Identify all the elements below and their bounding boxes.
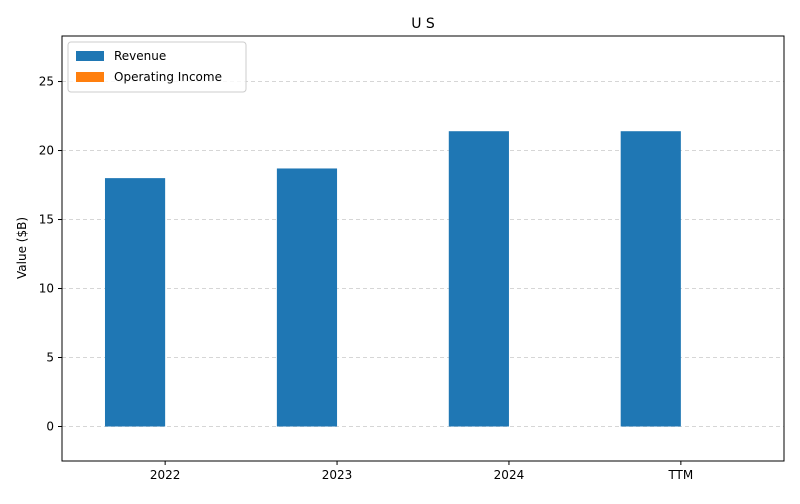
x-tick-label: 2023	[322, 468, 353, 482]
x-tick-label: TTM	[667, 468, 693, 482]
y-tick-label: 15	[39, 213, 54, 227]
plot-frame	[61, 35, 785, 462]
y-tick-label: 25	[39, 75, 54, 89]
x-tick-label: 2024	[494, 468, 525, 482]
y-tick-label: 10	[39, 282, 54, 296]
y-axis-label: Value ($B)	[15, 217, 29, 279]
y-axis-ticks: 0 5 10 15 20 25	[39, 75, 62, 434]
legend-box	[67, 41, 247, 93]
chart-title: U S	[411, 16, 435, 32]
x-axis-ticks: 2022 2023 2024 TTM	[150, 461, 693, 482]
legend-swatch-operating-income	[76, 72, 104, 82]
bar-revenue	[104, 178, 166, 427]
x-tick-label: 2022	[150, 468, 181, 482]
legend-swatch-revenue	[76, 51, 104, 61]
y-tick-label: 5	[46, 351, 54, 365]
bar-revenue	[620, 131, 681, 427]
y-tick-label: 0	[46, 420, 54, 434]
bars	[104, 131, 681, 427]
legend: Revenue Operating Income	[67, 41, 247, 93]
legend-label-revenue: Revenue	[114, 49, 166, 63]
bar-revenue	[448, 131, 509, 427]
bar-revenue	[276, 168, 338, 427]
y-tick-label: 20	[39, 144, 54, 158]
legend-label-operating-income: Operating Income	[114, 70, 222, 84]
